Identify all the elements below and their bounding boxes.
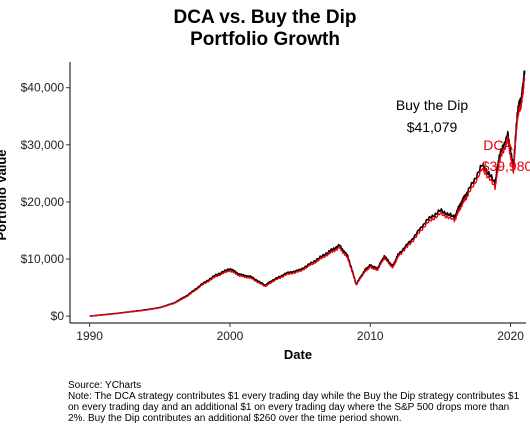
chart-area: $0 $10,000 $20,000 $30,000 $40,000 1990 2000 2… — [0, 62, 530, 362]
series-layer — [89, 70, 526, 317]
annotation-buy-the-dip-value: $41,079 — [407, 119, 458, 135]
y-tick-label: $20,000 — [21, 195, 65, 209]
chart-subtitle: Portfolio Growth — [190, 29, 340, 50]
y-axis-title: Portfolio Value — [0, 149, 9, 240]
x-tick-label: 1990 — [76, 329, 103, 343]
x-axis: 1990 2000 2010 2020 — [70, 322, 526, 343]
y-axis: $0 $10,000 $20,000 $30,000 $40,000 — [21, 62, 71, 323]
note-text: Note: The DCA strategy contributes $1 ev… — [68, 391, 520, 424]
x-tick-label: 2020 — [497, 329, 524, 343]
y-tick-label: $30,000 — [21, 138, 65, 152]
chart-title: DCA vs. Buy the Dip — [173, 7, 357, 28]
y-tick-label: $0 — [51, 309, 65, 323]
annotation-buy-the-dip-name: Buy the Dip — [396, 97, 469, 113]
y-tick-label: $10,000 — [21, 252, 65, 266]
series-line-dca — [89, 77, 526, 317]
source-text: Source: YCharts — [68, 380, 142, 391]
y-tick-label: $40,000 — [21, 81, 65, 95]
x-tick-label: 2010 — [357, 329, 384, 343]
x-tick-label: 2000 — [217, 329, 244, 343]
footnotes: Source: YCharts Note: The DCA strategy c… — [68, 380, 523, 424]
annotation-dca-name: DCA — [483, 137, 513, 153]
annotation-dca-value: $39,980 — [482, 158, 530, 174]
x-axis-title: Date — [284, 347, 312, 362]
